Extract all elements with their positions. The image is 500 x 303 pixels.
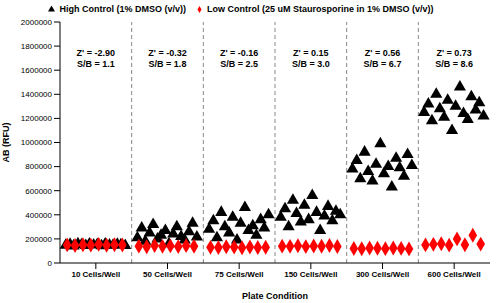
svg-text:1000000: 1000000 [21, 138, 53, 147]
svg-text:75 Cells/Well: 75 Cells/Well [215, 270, 264, 279]
svg-text:200000: 200000 [25, 235, 52, 244]
svg-text:600000: 600000 [25, 187, 52, 196]
svg-text:10 Cells/Well: 10 Cells/Well [71, 270, 120, 279]
svg-text:Z' = 0.56S/B = 6.7: Z' = 0.56S/B = 6.7 [364, 48, 402, 69]
svg-text:400000: 400000 [25, 211, 52, 220]
svg-text:AB (RFU): AB (RFU) [8, 123, 11, 163]
svg-text:300 Cells/Well: 300 Cells/Well [356, 270, 409, 279]
html-text:Low Control (25 uM Staurospori: Low Control (25 uM Staurosporine in 1% D… [207, 4, 434, 14]
svg-text:800000: 800000 [25, 162, 52, 171]
svg-text:Z' = -0.32S/B = 1.8: Z' = -0.32S/B = 1.8 [148, 48, 186, 69]
svg-text:600 Cells/Well: 600 Cells/Well [428, 270, 481, 279]
svg-text:1800000: 1800000 [21, 42, 53, 51]
svg-text:2000000: 2000000 [21, 18, 53, 27]
svg-text:50 Cells/Well: 50 Cells/Well [143, 270, 192, 279]
svg-text:Plate Condition: Plate Condition [242, 291, 308, 301]
svg-text:1400000: 1400000 [21, 90, 53, 99]
html-text:High Control (1% DMSO (v/v)): High Control (1% DMSO (v/v)) [59, 4, 186, 14]
svg-text:Z' = 0.73S/B = 8.6: Z' = 0.73S/B = 8.6 [435, 48, 473, 69]
svg-text:Z' = 0.15S/B = 3.0: Z' = 0.15S/B = 3.0 [292, 48, 330, 69]
svg-text:1600000: 1600000 [21, 66, 53, 75]
svg-text:1200000: 1200000 [21, 114, 53, 123]
svg-text:Z' = -2.90S/B = 1.1: Z' = -2.90S/B = 1.1 [77, 48, 115, 69]
svg-text:Z' = -0.16S/B = 2.5: Z' = -0.16S/B = 2.5 [220, 48, 258, 69]
svg-text:150 Cells/Well: 150 Cells/Well [284, 270, 337, 279]
svg-text:0: 0 [48, 259, 53, 268]
